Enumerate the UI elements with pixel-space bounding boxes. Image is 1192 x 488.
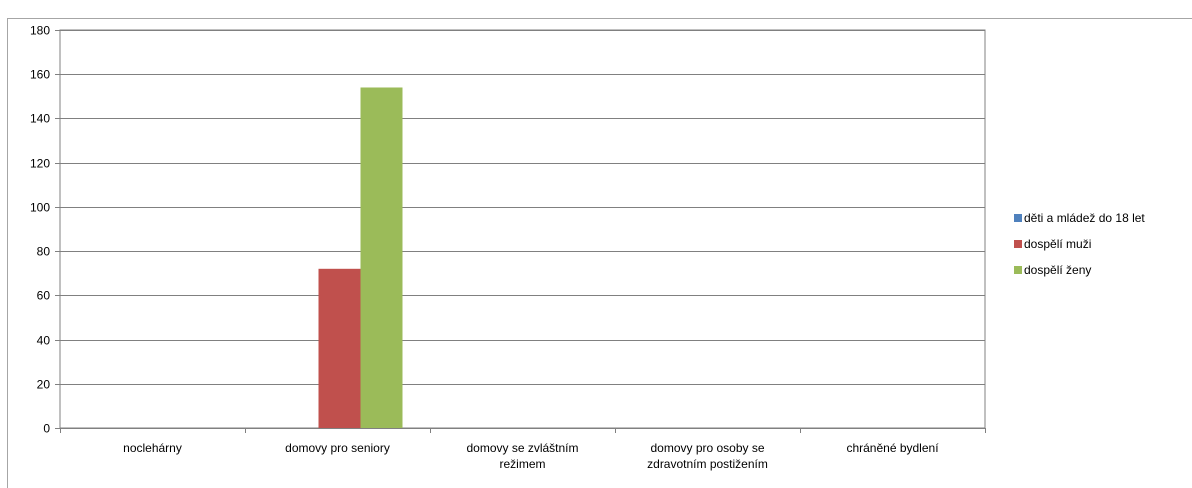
legend-label: dospělí ženy <box>1024 263 1091 277</box>
y-tick-label: 180 <box>30 24 50 38</box>
legend-swatch <box>1014 214 1022 222</box>
x-category-label: domovy se zvláštním <box>466 441 578 455</box>
legend-swatch <box>1014 240 1022 248</box>
y-tick-label: 0 <box>43 422 50 436</box>
chart-frame <box>7 18 1192 488</box>
x-category-label: noclehárny <box>123 441 182 455</box>
y-tick-label: 60 <box>37 289 51 303</box>
y-tick-label: 100 <box>30 201 50 215</box>
x-category-label: zdravotním postižením <box>647 457 768 471</box>
y-tick-label: 20 <box>37 378 51 392</box>
legend-label: děti a mládež do 18 let <box>1024 211 1145 225</box>
x-category-label: režimem <box>499 457 545 471</box>
x-category-label: domovy pro seniory <box>285 441 390 455</box>
legend-swatch <box>1014 266 1022 274</box>
y-tick-label: 120 <box>30 157 50 171</box>
y-tick-label: 80 <box>37 245 51 259</box>
bar-3-cat-2 <box>360 87 403 428</box>
x-category-label: domovy pro osoby se <box>650 441 764 455</box>
bar-2-cat-2 <box>318 268 361 428</box>
legend-label: dospělí muži <box>1024 237 1091 251</box>
y-tick-label: 140 <box>30 112 50 126</box>
y-tick-label: 40 <box>37 334 51 348</box>
plot-area <box>59 29 986 429</box>
x-category-label: chráněné bydlení <box>846 441 939 455</box>
y-tick-label: 160 <box>30 68 50 82</box>
